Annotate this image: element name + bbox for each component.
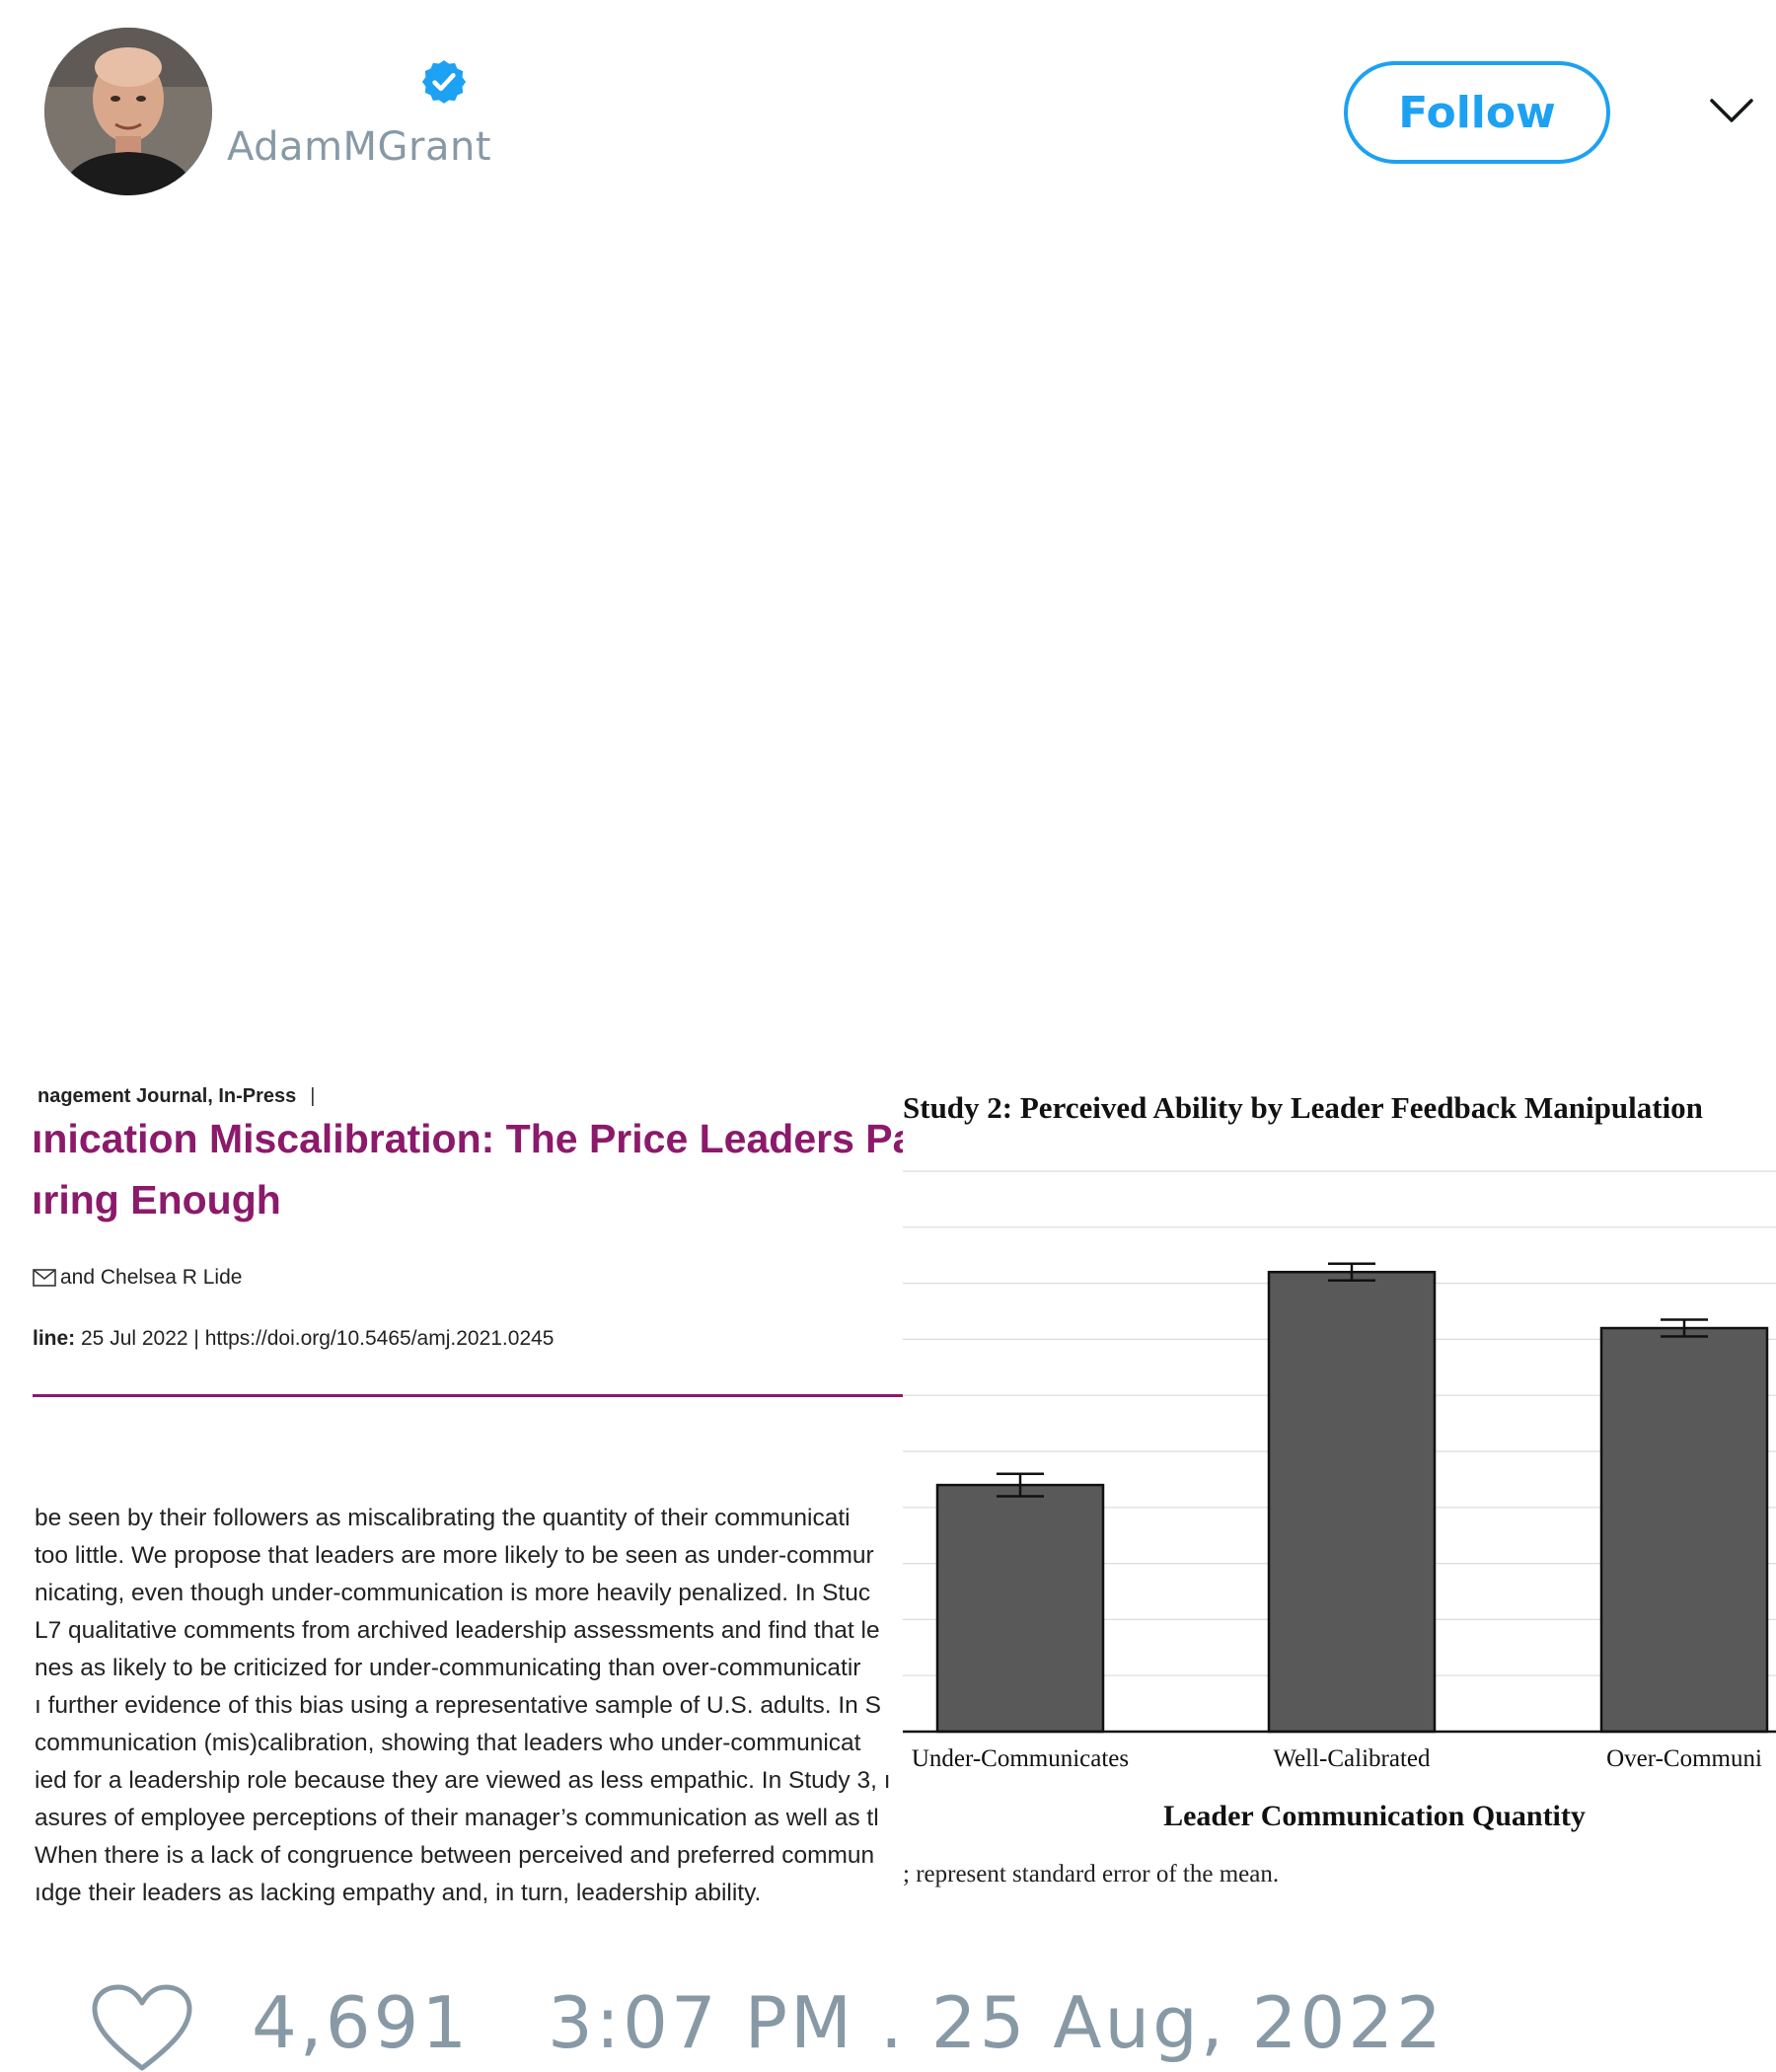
abstract-line: asures of employee perceptions of their …: [35, 1805, 879, 1831]
mail-icon: [33, 1269, 56, 1287]
journal-name: nagement Journal, In-Press |: [37, 1085, 316, 1108]
bar: [1599, 1326, 1769, 1734]
title-divider: [33, 1394, 903, 1397]
abstract-line: nes as likely to be criticized for under…: [35, 1655, 861, 1681]
error-bar: [1661, 1318, 1708, 1338]
paper-screenshot: nagement Journal, In-Press | ınication Mi…: [30, 1071, 903, 1939]
tweet-media[interactable]: nagement Journal, In-Press | ınication Mi…: [0, 1071, 1776, 1939]
x-tick-label: Over-Communi: [1606, 1745, 1762, 1772]
bar-chart: Study 2: Perceived Ability by Leader Fee…: [903, 1090, 1776, 1887]
x-axis-label: Leader Communication Quantity: [1163, 1800, 1586, 1832]
abstract-line: ı further evidence of this bias using a …: [35, 1692, 881, 1719]
like-count[interactable]: 4,691: [252, 1981, 471, 2064]
chart-title: Study 2: Perceived Ability by Leader Fee…: [903, 1090, 1703, 1125]
bar-chart-screenshot: Study 2: Perceived Ability by Leader Fee…: [903, 1071, 1776, 1939]
authors-text: and Chelsea R Lide: [60, 1266, 243, 1289]
verified-badge-icon: [421, 60, 467, 104]
abstract-line: L7 qualitative comments from archived le…: [35, 1617, 880, 1644]
abstract-line: too little. We propose that leaders are …: [35, 1542, 874, 1569]
abstract-line: When there is a lack of congruence betwe…: [35, 1842, 875, 1869]
journal-separator: |: [310, 1085, 316, 1107]
error-bar: [1328, 1262, 1375, 1283]
x-tick-label: Well-Calibrated: [1273, 1745, 1431, 1772]
bar: [935, 1483, 1105, 1734]
error-bar: [997, 1472, 1044, 1498]
abstract-line: nicating, even though under-communicatio…: [35, 1580, 871, 1606]
abstract-line: be seen by their followers as miscalibra…: [35, 1505, 851, 1531]
published-value: 25 Jul 2022 | https://doi.org/10.5465/am…: [75, 1327, 555, 1350]
paper-title-line: ıring Enough: [32, 1177, 281, 1222]
follow-button[interactable]: Follow: [1344, 61, 1610, 164]
user-handle[interactable]: AdamMGrant: [227, 124, 492, 170]
abstract-line: ıdge their leaders as lacking empathy an…: [35, 1880, 762, 1906]
chart-caption: ; represent standard error of the mean.: [903, 1861, 1279, 1887]
abstract-line: communication (mis)calibration, showing …: [35, 1730, 861, 1756]
paper-title: ınication Miscalibration: The Price Lead…: [32, 1108, 903, 1230]
publication-line: line: 25 Jul 2022 | https://doi.org/10.5…: [33, 1327, 554, 1351]
paper-abstract: be seen by their followers as miscalibra…: [35, 1500, 903, 1912]
chevron-down-icon[interactable]: [1707, 91, 1756, 130]
x-tick-label: Under-Communicates: [912, 1745, 1129, 1772]
bar: [1267, 1270, 1437, 1734]
paper-title-line: ınication Miscalibration: The Price Lead…: [32, 1116, 903, 1161]
heart-icon[interactable]: [91, 1983, 194, 2072]
tweet-timestamp[interactable]: 3:07 PM . 25 Aug, 2022: [548, 1981, 1444, 2064]
abstract-line: ied for a leadership role because they a…: [35, 1767, 891, 1794]
user-avatar-icon: [44, 28, 212, 195]
journal-label: nagement Journal, In-Press: [37, 1085, 297, 1107]
published-label: line:: [33, 1327, 76, 1350]
avatar[interactable]: [44, 28, 212, 195]
paper-authors: and Chelsea R Lide: [33, 1266, 242, 1290]
